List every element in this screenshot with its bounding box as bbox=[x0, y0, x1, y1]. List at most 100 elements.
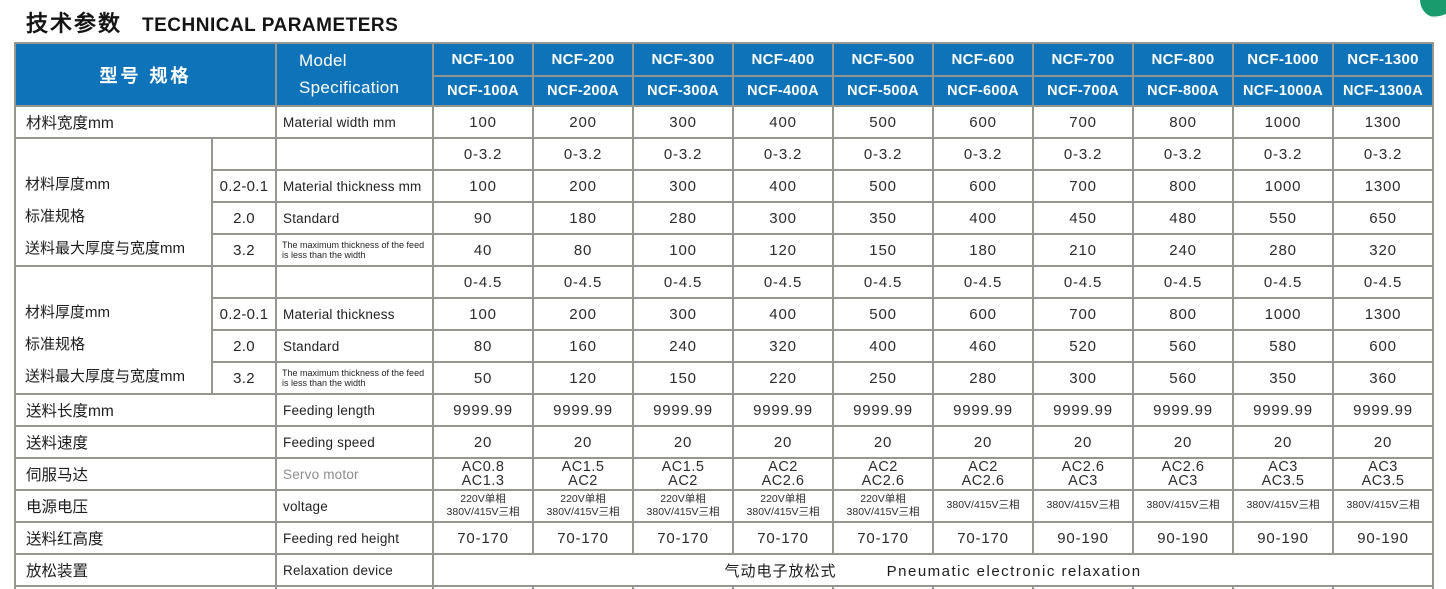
standard-value: 400 bbox=[832, 329, 935, 363]
feeding-length-value: 9999.99 bbox=[1332, 393, 1435, 427]
group2-max-sub: 3.2 bbox=[210, 361, 278, 395]
row-group2-max: 3.2 The maximum thickness of the feed is… bbox=[15, 361, 1435, 395]
thickness-range-value: 0-4.5 bbox=[1232, 265, 1335, 299]
standard-value: 280 bbox=[632, 201, 735, 235]
feeding-speed-value: 20 bbox=[732, 425, 835, 459]
max-thickness-value: 360 bbox=[1332, 361, 1435, 395]
thickness-range-value: 0-3.2 bbox=[532, 137, 635, 171]
row-servo-motor: 伺服马达 Servo motor AC0.8 AC1.3 AC1.5 AC2 AC1.5… bbox=[13, 457, 1435, 491]
feeding-speed-value: 20 bbox=[1232, 425, 1335, 459]
max-thickness-value: 120 bbox=[532, 361, 635, 395]
red-height-value: 90-190 bbox=[1132, 521, 1235, 555]
thickness-value: 200 bbox=[532, 169, 635, 203]
model-a-header: NCF-700A bbox=[1032, 75, 1135, 107]
thickness-range-value: 0-4.5 bbox=[432, 265, 535, 299]
label-group1-standard-en: Standard bbox=[275, 201, 435, 235]
red-height-value: 90-190 bbox=[1332, 521, 1435, 555]
voltage-value: 380V/415V三相 bbox=[1032, 489, 1135, 523]
model-header: NCF-500 bbox=[832, 42, 935, 77]
row-voltage: 电源电压 voltage 220V单相 380V/415V三相 220V单相 380V… bbox=[13, 489, 1435, 523]
max-thickness-value: 220 bbox=[732, 361, 835, 395]
green-badge-icon bbox=[1420, 0, 1446, 18]
material-width-value: 1300 bbox=[1332, 105, 1435, 139]
label-feeding-speed-en: Feeding speed bbox=[275, 425, 435, 459]
row-group1-range: 材料厚度mm 标准规格 送料最大厚度与宽度mm 0-3.2 0-3.2 0-3.2 0… bbox=[14, 137, 1435, 267]
label-servo-motor-cn: 伺服马达 bbox=[13, 457, 278, 491]
standard-value: 300 bbox=[732, 201, 835, 235]
group1-side-label-line3: 送料最大厚度与宽度mm bbox=[25, 240, 185, 257]
thickness-value: 600 bbox=[932, 169, 1035, 203]
voltage-value: 380V/415V三相 bbox=[1232, 489, 1335, 523]
standard-value: 560 bbox=[1132, 329, 1235, 363]
voltage-value: 220V单相 380V/415V三相 bbox=[432, 489, 535, 523]
servo-motor-value: AC1.5 AC2 bbox=[532, 457, 635, 491]
model-header: NCF-300 bbox=[632, 42, 735, 77]
thickness-range-value: 0-3.2 bbox=[732, 137, 835, 171]
label-voltage-cn: 电源电压 bbox=[13, 489, 278, 523]
thickness-value: 500 bbox=[832, 297, 935, 331]
feeding-length-value: 9999.99 bbox=[632, 393, 735, 427]
red-height-value: 70-170 bbox=[632, 521, 735, 555]
label-group1-thickness-en: Material thickness mm bbox=[275, 169, 435, 203]
label-relaxation-cn: 放松装置 bbox=[13, 553, 278, 587]
standard-value: 80 bbox=[432, 329, 535, 363]
standard-value: 450 bbox=[1032, 201, 1135, 235]
servo-motor-value: AC2 AC2.6 bbox=[732, 457, 835, 491]
relaxation-value-cn: 气动电子放松式 bbox=[724, 562, 837, 580]
max-thickness-value: 50 bbox=[432, 361, 535, 395]
group1-range-spec-cell bbox=[275, 137, 435, 171]
row-relaxation: 放松装置 Relaxation device 气动电子放松式 Pneumatic… bbox=[13, 553, 1435, 587]
group1-standard-sub: 2.0 bbox=[210, 201, 278, 235]
model-header: NCF-100 bbox=[432, 42, 535, 77]
thickness-range-value: 0-4.5 bbox=[1332, 265, 1435, 299]
max-thickness-value: 280 bbox=[1232, 233, 1335, 267]
model-header: NCF-1300 bbox=[1332, 42, 1435, 77]
thickness-range-value: 0-3.2 bbox=[1332, 137, 1435, 171]
feeding-speed-value: 20 bbox=[832, 425, 935, 459]
max-thickness-value: 240 bbox=[1132, 233, 1235, 267]
label-group2-max-en: The maximum thickness of the feed is les… bbox=[275, 361, 435, 395]
page-title: 技术参数 TECHNICAL PARAMETERS bbox=[26, 6, 398, 38]
group1-thickness-sub: 0.2-0.1 bbox=[210, 169, 278, 203]
servo-motor-value: AC2.6 AC3 bbox=[1032, 457, 1135, 491]
model-header: NCF-800 bbox=[1132, 42, 1235, 77]
voltage-value: 220V单相 380V/415V三相 bbox=[532, 489, 635, 523]
feeding-speed-value: 20 bbox=[1132, 425, 1235, 459]
feeding-speed-value: 20 bbox=[932, 425, 1035, 459]
feeding-length-value: 9999.99 bbox=[1232, 393, 1335, 427]
material-width-value: 200 bbox=[532, 105, 635, 139]
row-feeding-length: 送料长度mm Feeding length 9999.99 9999.99 9999… bbox=[13, 393, 1435, 427]
thickness-range-value: 0-4.5 bbox=[1032, 265, 1135, 299]
label-material-width-en: Material width mm bbox=[275, 105, 435, 139]
thickness-value: 1300 bbox=[1332, 297, 1435, 331]
model-header: NCF-700 bbox=[1032, 42, 1135, 77]
standard-value: 90 bbox=[432, 201, 535, 235]
standard-value: 350 bbox=[832, 201, 935, 235]
max-thickness-value: 80 bbox=[532, 233, 635, 267]
feeding-length-value: 9999.99 bbox=[1132, 393, 1235, 427]
voltage-value: 220V单相 380V/415V三相 bbox=[732, 489, 835, 523]
max-thickness-value: 100 bbox=[632, 233, 735, 267]
relaxation-value-en: Pneumatic electronic relaxation bbox=[886, 562, 1142, 580]
material-width-value: 700 bbox=[1032, 105, 1135, 139]
max-thickness-value: 120 bbox=[732, 233, 835, 267]
voltage-value: 380V/415V三相 bbox=[932, 489, 1035, 523]
label-feeding-length-en: Feeding length bbox=[275, 393, 435, 427]
material-width-value: 300 bbox=[632, 105, 735, 139]
row-feeding-speed: 送料速度 Feeding speed 20 20 20 20 20 20 20 20 20 20 bbox=[13, 425, 1435, 459]
thickness-value: 400 bbox=[732, 297, 835, 331]
red-height-value: 70-170 bbox=[432, 521, 535, 555]
standard-value: 580 bbox=[1232, 329, 1335, 363]
thickness-value: 1000 bbox=[1232, 297, 1335, 331]
standard-value: 180 bbox=[532, 201, 635, 235]
feeding-speed-value: 20 bbox=[1332, 425, 1435, 459]
label-feeding-length-cn: 送料长度mm bbox=[13, 393, 278, 427]
model-a-header: NCF-100A bbox=[432, 75, 535, 107]
feeding-length-value: 9999.99 bbox=[432, 393, 535, 427]
label-red-height-cn: 送料红高度 bbox=[13, 521, 278, 555]
servo-motor-value: AC2.6 AC3 bbox=[1132, 457, 1235, 491]
model-a-header: NCF-1300A bbox=[1332, 75, 1435, 107]
thickness-range-value: 0-3.2 bbox=[832, 137, 935, 171]
thickness-value: 400 bbox=[732, 169, 835, 203]
